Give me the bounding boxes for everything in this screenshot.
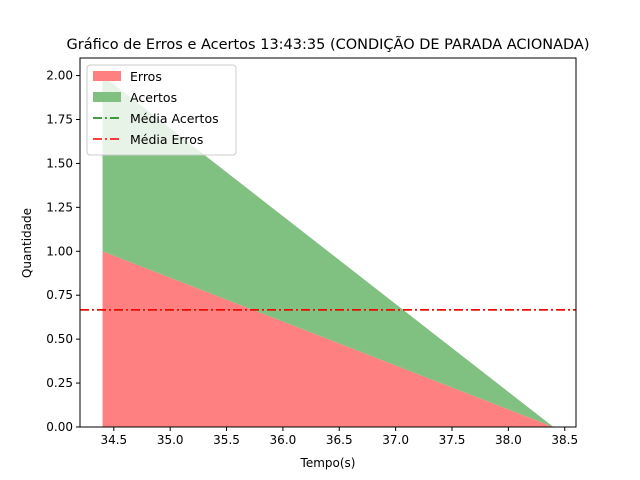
y-tick-label: 1.50 [46, 156, 73, 170]
y-tick-label: 2.00 [46, 69, 73, 83]
y-tick-label: 1.00 [46, 244, 73, 258]
x-tick-label: 37.0 [382, 433, 409, 447]
legend: Erros Acertos Média Acertos Média Erros [86, 64, 237, 156]
x-tick-label: 37.5 [439, 433, 466, 447]
y-tick-label: 1.75 [46, 113, 73, 127]
y-tick-label: 0.75 [46, 288, 73, 302]
legend-label: Erros [130, 69, 162, 84]
x-tick-label: 36.5 [326, 433, 353, 447]
y-tick-label: 0.00 [46, 420, 73, 434]
y-tick-label: 0.50 [46, 332, 73, 346]
x-tick-label: 35.0 [157, 433, 184, 447]
x-tick-label: 36.0 [270, 433, 297, 447]
area-erros [102, 251, 554, 427]
legend-label: Média Acertos [130, 111, 219, 126]
area-acertos [102, 75, 554, 428]
x-axis: 34.5 35.0 35.5 36.0 36.5 37.0 37.5 38.0 38.5 [100, 427, 578, 447]
x-tick-label: 35.5 [213, 433, 240, 447]
chart-title: Gráfico de Erros e Acertos 13:43:35 (CON… [67, 36, 590, 53]
legend-label: Acertos [130, 90, 177, 105]
y-axis: 0.00 0.25 0.50 0.75 1.00 1.25 1.50 1.75 2.00 [46, 69, 80, 434]
y-tick-label: 1.25 [46, 200, 73, 214]
x-axis-label: Tempo(s) [300, 456, 356, 470]
x-tick-label: 38.5 [551, 433, 578, 447]
legend-label: Média Erros [130, 132, 203, 147]
plot-frame [79, 57, 577, 428]
legend-swatch [93, 92, 121, 102]
legend-box [86, 64, 237, 156]
plot-area [79, 57, 577, 428]
x-tick-label: 34.5 [100, 433, 127, 447]
legend-swatch [93, 71, 121, 81]
x-tick-label: 38.0 [495, 433, 522, 447]
y-axis-label: Quantidade [20, 208, 34, 278]
y-tick-label: 0.25 [46, 376, 73, 390]
